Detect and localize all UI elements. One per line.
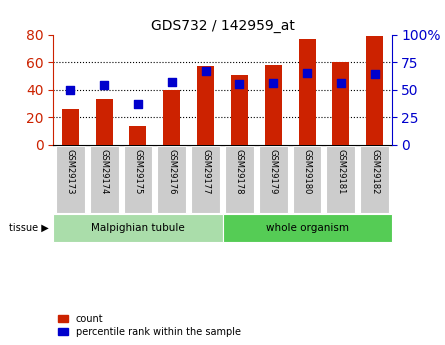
- Text: GSM29181: GSM29181: [336, 149, 345, 195]
- Bar: [222, 214, 392, 242]
- Bar: [327, 146, 355, 213]
- Point: [202, 68, 209, 74]
- Bar: [360, 146, 389, 213]
- Bar: [124, 146, 152, 213]
- Bar: [191, 146, 220, 213]
- Point: [337, 80, 344, 86]
- Point: [270, 80, 277, 86]
- Bar: [96, 99, 113, 145]
- Bar: [265, 65, 282, 145]
- Point: [371, 71, 378, 77]
- Point: [303, 70, 311, 76]
- Bar: [231, 75, 248, 145]
- Bar: [53, 214, 222, 242]
- Text: GSM29179: GSM29179: [269, 149, 278, 195]
- Text: GSM29182: GSM29182: [370, 149, 379, 195]
- Bar: [332, 62, 349, 145]
- Bar: [366, 36, 383, 145]
- Text: GSM29174: GSM29174: [100, 149, 109, 195]
- Title: GDS732 / 142959_at: GDS732 / 142959_at: [150, 19, 295, 33]
- Bar: [259, 146, 287, 213]
- Text: tissue ▶: tissue ▶: [9, 223, 49, 233]
- Bar: [225, 146, 254, 213]
- Text: GSM29178: GSM29178: [235, 149, 244, 195]
- Bar: [90, 146, 118, 213]
- Bar: [293, 146, 321, 213]
- Text: GSM29180: GSM29180: [303, 149, 312, 195]
- Bar: [129, 126, 146, 145]
- Text: whole organism: whole organism: [266, 223, 348, 233]
- Text: GSM29175: GSM29175: [134, 149, 142, 195]
- Point: [168, 79, 175, 85]
- Bar: [56, 146, 85, 213]
- Text: GSM29173: GSM29173: [66, 149, 75, 195]
- Point: [67, 87, 74, 92]
- Text: GSM29177: GSM29177: [201, 149, 210, 195]
- Text: GSM29176: GSM29176: [167, 149, 176, 195]
- Bar: [158, 146, 186, 213]
- Legend: count, percentile rank within the sample: count, percentile rank within the sample: [58, 314, 241, 337]
- Point: [236, 81, 243, 87]
- Bar: [163, 90, 180, 145]
- Bar: [299, 39, 316, 145]
- Point: [134, 101, 142, 107]
- Text: Malpighian tubule: Malpighian tubule: [91, 223, 185, 233]
- Bar: [62, 109, 79, 145]
- Bar: [197, 66, 214, 145]
- Point: [101, 82, 108, 88]
